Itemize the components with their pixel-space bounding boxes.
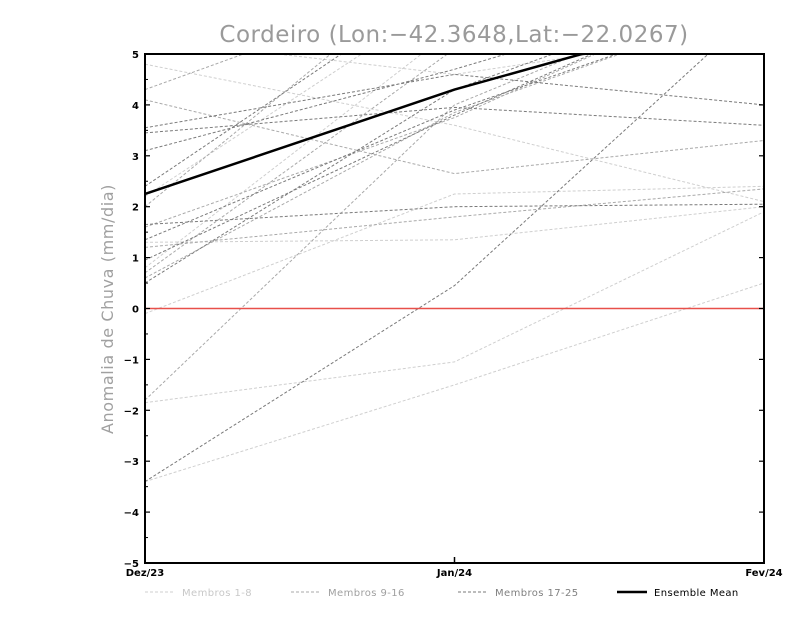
x-tick-label: Dez/23 [126,568,165,579]
member-line-11 [145,188,764,248]
member-line-20 [145,54,709,483]
member-line-8 [145,54,423,269]
member-line-9 [145,99,764,175]
ensemble-mean-line [145,54,587,196]
member-line-13 [145,54,580,401]
y-tick-label: 0 [132,305,139,316]
member-line-6 [273,54,596,75]
legend-label: Membros 17-25 [495,588,579,599]
member-line-3 [145,211,764,404]
member-line-12 [145,54,622,279]
member-line-22 [145,54,619,241]
member-line-23 [145,54,508,152]
member-line-4 [145,282,764,483]
y-tick-label: 5 [132,50,139,61]
y-axis-label: Anomalia de Chuva (mm/dia) [98,184,117,434]
legend-label: Membros 9-16 [328,588,405,599]
y-tick-label: 1 [132,254,139,265]
legend-label: Membros 1-8 [182,588,252,599]
y-tick-label: −4 [124,508,139,519]
member-line-5 [145,63,764,203]
legend-label: Ensemble Mean [654,588,739,599]
y-tick-label: 2 [132,203,139,214]
x-tick-label: Jan/24 [436,568,472,579]
member-line-19 [145,106,764,134]
chart-title: Cordeiro (Lon:−42.3648,Lat:−22.0267) [219,22,688,48]
x-tick-label: Fev/24 [745,568,782,579]
axis-layer: −5 −4 −3 −2 −1 0 1 2 3 4 5 Dez/23 Jan/24 Fev/24 [124,50,783,579]
member-line-18 [145,73,764,129]
member-line-2 [145,185,764,315]
member-line-17 [145,203,764,225]
member-line-1 [145,206,764,243]
member-line-21 [145,54,555,284]
series-layer [145,54,764,483]
y-tick-label: −5 [124,559,139,570]
member-line-25 [145,54,594,261]
y-tick-label: −3 [124,457,139,468]
y-tick-label: −2 [124,406,139,417]
member-line-15 [145,54,449,274]
y-tick-label: 3 [132,152,139,163]
legend: Membros 1-8 Membros 9-16 Membros 17-25 Ense… [145,588,739,599]
y-tick-label: −1 [124,355,139,366]
y-tick-label: 4 [132,101,139,112]
